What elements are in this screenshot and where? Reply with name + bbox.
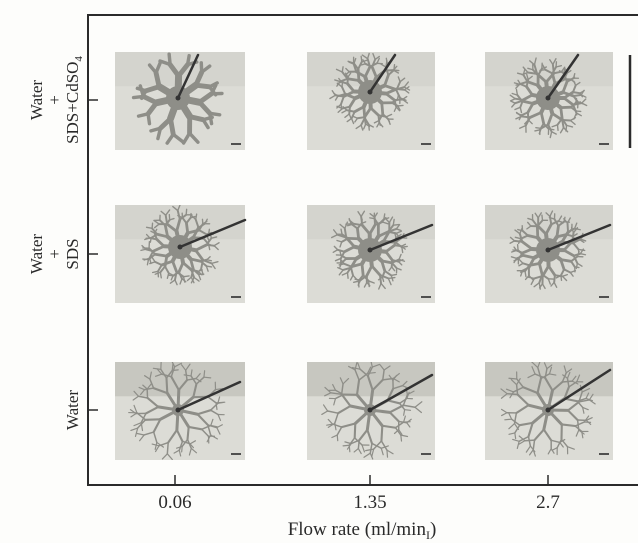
row-1-subscript: 4 [73,56,85,62]
pattern-panel-r2-c2 [307,205,435,303]
injection-needle [546,223,612,252]
injection-needle [546,368,612,412]
injection-needle [176,380,242,412]
row-1-line-3-main: SDS+CdSO [63,62,82,144]
pattern-panel-r1-c1 [115,52,245,150]
injection-needle [178,218,247,249]
x-axis-title-close: ) [430,519,436,540]
pattern-panel-r1-c2 [307,52,435,150]
row-1-line-1: Water [27,80,46,120]
x-axis-title: Flow rate (ml/minI) [288,519,437,542]
injection-needle [368,373,434,412]
pattern-panel-r3-c1 [115,362,245,460]
injection-needle [368,53,397,94]
x-tick-label-1: 0.06 [158,492,191,513]
injection-needle [546,53,580,100]
pattern-panel-r2-c3 [485,205,613,303]
row-3-line-1: Water [63,390,82,430]
injection-needle [176,53,200,100]
row-2-line-3: SDS [63,238,82,269]
row-label-1: Water + SDS+CdSO4 [27,56,85,144]
row-2-line-1: Water [27,234,46,274]
row-1-line-3: SDS+CdSO4 [63,56,85,144]
pattern-panel-r3-c2 [307,362,435,460]
plot-frame [87,14,638,486]
row-1-line-2: + [45,95,64,105]
x-axis-title-sub: I [426,528,430,542]
panel-grid [115,52,613,460]
row-label-2: Water + SDS [27,234,82,274]
injection-needle [368,223,434,252]
x-tick-label-2: 1.35 [353,492,386,513]
pattern-panel-r3-c3 [485,362,613,460]
row-label-3: Water [63,390,82,430]
x-axis-title-main: Flow rate (ml/min [288,519,427,540]
row-2-line-2: + [45,249,64,259]
pattern-panel-r2-c1 [115,205,247,303]
pattern-panel-r1-c3 [485,52,613,150]
x-tick-label-3: 2.7 [536,492,560,513]
